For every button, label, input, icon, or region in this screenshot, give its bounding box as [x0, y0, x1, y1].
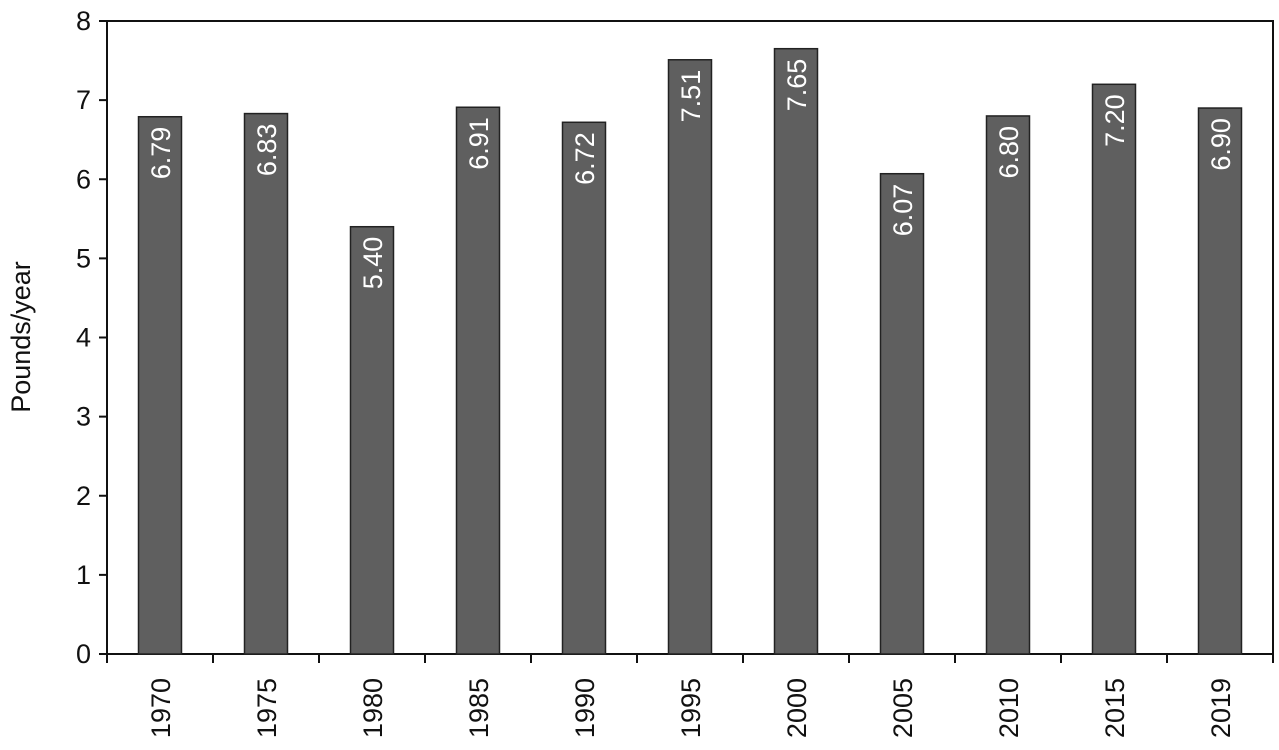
bar-value-label: 7.51: [676, 70, 706, 123]
x-tick-label: 1995: [676, 678, 706, 738]
bar-value-label: 7.20: [1100, 94, 1130, 147]
y-tick-label: 6: [76, 164, 91, 194]
x-tick-label: 1985: [464, 678, 494, 738]
x-tick-label: 1970: [146, 678, 176, 738]
x-tick-label: 1990: [570, 678, 600, 738]
y-tick-label: 0: [76, 639, 91, 669]
bar: [349, 225, 395, 655]
bar: [243, 112, 289, 655]
bar-value-label: 6.80: [994, 126, 1024, 179]
y-tick-label: 2: [76, 481, 91, 511]
bar-value-label: 6.72: [570, 132, 600, 185]
bar-value-label: 6.91: [464, 117, 494, 170]
bar: [1091, 83, 1137, 655]
y-tick-label: 7: [76, 85, 91, 115]
x-tick-label: 2015: [1100, 678, 1130, 738]
bar-value-label: 6.79: [146, 127, 176, 180]
y-tick-label: 8: [76, 6, 91, 36]
x-tick-label: 1975: [252, 678, 282, 738]
bar-value-label: 6.07: [888, 184, 918, 237]
x-tick-label: 2019: [1206, 678, 1236, 738]
bar: [137, 115, 183, 655]
bar: [773, 47, 819, 655]
y-tick-label: 3: [76, 402, 91, 432]
bar: [561, 121, 607, 655]
bar-value-label: 6.90: [1206, 118, 1236, 171]
bar-value-label: 5.40: [358, 237, 388, 290]
y-axis-title-group: Pounds/year: [6, 261, 36, 413]
bar: [1197, 107, 1243, 655]
y-tick-label: 4: [76, 323, 91, 353]
y-axis-title: Pounds/year: [6, 261, 36, 413]
bar: [455, 106, 501, 655]
y-tick-label: 5: [76, 243, 91, 273]
bar-value-label: 7.65: [782, 59, 812, 112]
bar: [667, 59, 713, 655]
plot-area: 0 1 2 3 4 5 6 7 8 6.79 1970 6.83 1975 5.40 1980 6.91 198…: [76, 6, 1274, 738]
bar: [879, 172, 925, 655]
x-tick-label: 2000: [782, 678, 812, 738]
y-tick-label: 1: [76, 560, 91, 590]
x-tick-label: 2010: [994, 678, 1024, 738]
x-tick-label: 1980: [358, 678, 388, 738]
bar-value-label: 6.83: [252, 124, 282, 177]
x-tick-label: 2005: [888, 678, 918, 738]
bar: [985, 115, 1031, 655]
